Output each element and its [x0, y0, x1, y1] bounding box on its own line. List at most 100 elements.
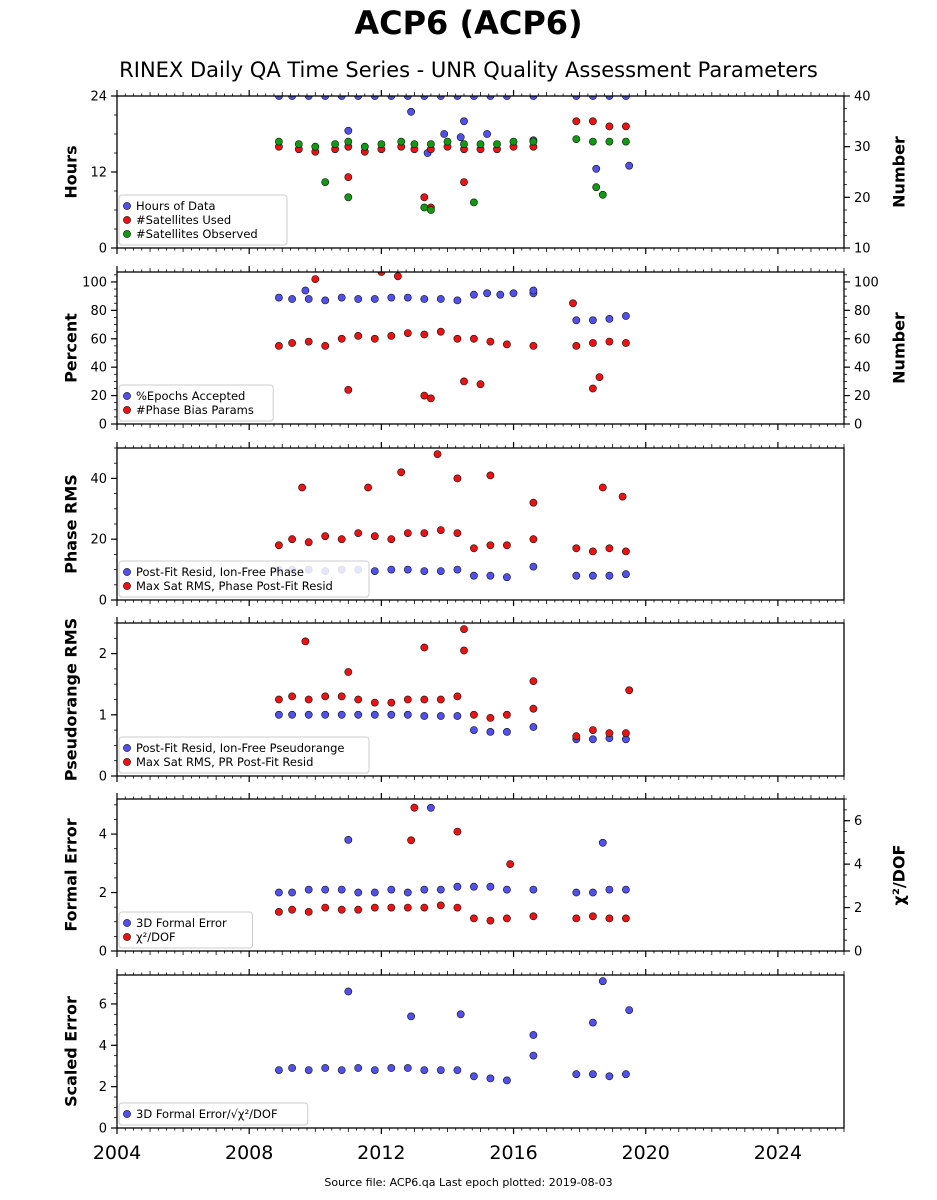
- legend-marker: [123, 758, 131, 766]
- panel-6: 0 2 4 6 Scaled Error 3D Formal Error/√χ²/DOF: [62, 969, 845, 1137]
- data-point: [370, 698, 379, 707]
- data-point: [436, 901, 445, 910]
- data-point: [469, 914, 478, 923]
- data-point: [529, 912, 538, 921]
- data-point: [274, 888, 283, 897]
- data-point: [321, 532, 330, 541]
- legend-label: 3D Formal Error/√χ²/DOF: [136, 1107, 278, 1121]
- data-point: [344, 126, 353, 135]
- data-point: [529, 677, 538, 685]
- data-point: [622, 137, 630, 146]
- data-point: [407, 836, 415, 845]
- data-point: [529, 704, 538, 713]
- page-title: ACP6 (ACP6): [354, 4, 583, 42]
- legend-marker: [123, 230, 131, 238]
- data-point: [304, 695, 313, 704]
- data-point: [387, 565, 396, 574]
- data-point: [274, 908, 283, 916]
- data-point: [274, 710, 283, 719]
- data-point: [354, 710, 363, 719]
- data-point: [589, 137, 597, 146]
- data-point: [572, 316, 581, 325]
- data-point: [321, 296, 330, 305]
- data-point: [605, 914, 614, 923]
- y-tick-label: 0: [99, 242, 107, 257]
- data-point: [344, 385, 353, 394]
- data-point: [301, 637, 310, 646]
- y-right-tick-label: 6: [854, 814, 862, 829]
- data-point: [337, 293, 346, 302]
- data-point: [598, 190, 607, 199]
- data-point: [529, 562, 538, 571]
- y-right-tick-label: 40: [854, 361, 871, 376]
- series-2-points: [274, 625, 634, 741]
- data-point: [407, 1012, 415, 1021]
- data-point: [304, 710, 313, 719]
- y-axis-label: Formal Error: [62, 818, 81, 931]
- data-point: [440, 130, 449, 138]
- data-point: [618, 492, 627, 501]
- data-point: [337, 905, 346, 914]
- y-axis-right-label: Number: [890, 136, 909, 208]
- data-point: [420, 885, 429, 894]
- data-point: [453, 712, 462, 720]
- data-point: [387, 710, 396, 719]
- data-point: [569, 299, 577, 308]
- data-point: [605, 337, 614, 346]
- data-point: [476, 380, 485, 389]
- data-point: [589, 726, 597, 734]
- data-point: [274, 541, 283, 550]
- data-point: [486, 714, 495, 722]
- data-point: [344, 193, 353, 202]
- data-point: [311, 275, 320, 283]
- legend-label: Post-Fit Resid, Ion-Free Pseudorange: [136, 741, 344, 755]
- y-tick-label: 0: [99, 1122, 107, 1137]
- data-point: [486, 541, 495, 550]
- legend-marker: [123, 202, 131, 210]
- data-point: [426, 206, 435, 214]
- data-point: [589, 571, 597, 580]
- data-point: [506, 860, 515, 868]
- data-point: [354, 1064, 363, 1072]
- data-point: [354, 888, 363, 897]
- data-point: [496, 290, 505, 299]
- data-point: [403, 903, 412, 912]
- data-point: [622, 914, 630, 923]
- data-point: [304, 538, 313, 547]
- data-point: [456, 133, 465, 142]
- data-point: [529, 1031, 538, 1039]
- data-point: [403, 710, 412, 719]
- legend-label: 3D Formal Error: [136, 916, 227, 930]
- data-point: [622, 729, 630, 738]
- y-right-tick-label: 20: [854, 191, 871, 206]
- data-point: [344, 137, 353, 146]
- y-tick-label: 0: [99, 770, 107, 785]
- data-point: [493, 140, 501, 148]
- y-right-tick-label: 2: [854, 901, 862, 916]
- data-point: [486, 571, 495, 580]
- data-point: [436, 327, 445, 336]
- data-point: [436, 567, 445, 575]
- data-point: [529, 535, 538, 544]
- data-point: [622, 122, 630, 131]
- data-point: [426, 803, 435, 812]
- data-point: [420, 529, 429, 537]
- data-point: [321, 1064, 330, 1072]
- data-point: [420, 712, 429, 720]
- data-point: [443, 137, 452, 146]
- y-axis-right-label: χ²/DOF: [890, 845, 909, 906]
- data-point: [622, 570, 630, 579]
- y-right-tick-label: 30: [854, 140, 871, 155]
- data-point: [420, 330, 429, 339]
- data-point: [354, 529, 363, 537]
- data-point: [344, 987, 353, 996]
- y-tick-label: 6: [99, 997, 107, 1012]
- data-point: [453, 692, 462, 701]
- data-point: [321, 903, 330, 912]
- data-point: [486, 1074, 495, 1083]
- y-right-tick-label: 10: [854, 242, 871, 257]
- legend-label: Max Sat RMS, Phase Post-Fit Resid: [136, 579, 333, 593]
- data-point: [469, 882, 478, 891]
- data-point: [420, 567, 429, 575]
